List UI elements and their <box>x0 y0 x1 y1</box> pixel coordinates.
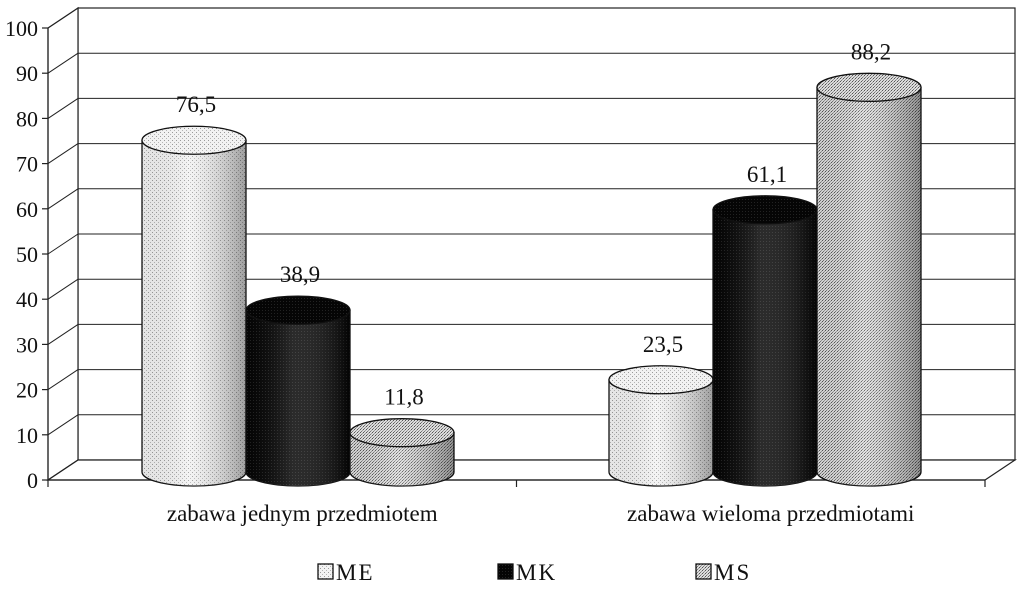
bar-me-1 <box>141 125 247 487</box>
gridline-side <box>47 369 79 391</box>
gridline-side <box>47 97 79 119</box>
y-tick-label: 0 <box>27 468 38 493</box>
legend: ME MK MS <box>317 560 751 585</box>
gridline-side <box>47 459 79 481</box>
y-tick-label: 80 <box>16 106 38 131</box>
y-tick-label: 10 <box>16 423 38 448</box>
y-tick-label: 60 <box>16 197 38 222</box>
legend-item-mk: MK <box>497 560 557 585</box>
legend-label: ME <box>336 560 375 585</box>
legend-swatch <box>497 563 514 580</box>
x-axis-categories: zabawa jednym przedmiotem zabawa wieloma … <box>167 501 915 526</box>
y-tick-label: 70 <box>16 152 38 177</box>
legend-label: MK <box>516 560 557 585</box>
bar-mk-1 <box>245 295 351 487</box>
y-tick-label: 50 <box>16 242 38 267</box>
gridline-side <box>47 323 79 345</box>
bar-top <box>608 365 714 395</box>
y-tick-label: 100 <box>5 16 38 41</box>
bar-shading <box>713 209 817 486</box>
gridline-side <box>47 52 79 74</box>
data-label: 38,9 <box>280 262 320 287</box>
bar-top <box>712 195 818 225</box>
bar-shading <box>246 310 350 486</box>
category-label: zabawa wieloma przedmiotami <box>627 501 914 526</box>
bar-shading <box>609 379 713 486</box>
data-label: 61,1 <box>747 162 787 187</box>
bar-me-2 <box>608 365 714 487</box>
gridline-side <box>47 278 79 300</box>
data-label: 76,5 <box>176 92 216 117</box>
legend-swatch <box>317 563 334 580</box>
y-tick-label: 90 <box>16 61 38 86</box>
data-label: 23,5 <box>643 332 683 357</box>
bars <box>141 72 922 487</box>
category-label: zabawa jednym przedmiotem <box>167 501 438 526</box>
data-label: 11,8 <box>384 385 423 410</box>
bar-ms-1 <box>349 418 455 487</box>
y-tick-label: 40 <box>16 287 38 312</box>
gridline-side <box>47 188 79 210</box>
legend-item-ms: MS <box>695 560 751 585</box>
bar-top <box>141 125 247 155</box>
legend-swatch <box>695 563 712 580</box>
data-labels: 76,5 38,9 11,8 23,5 61,1 88,2 <box>176 39 891 409</box>
gridline-side <box>47 233 79 255</box>
data-label: 88,2 <box>851 39 891 64</box>
y-tick-label: 20 <box>16 378 38 403</box>
bar-shading <box>817 87 921 486</box>
legend-label: MS <box>714 560 751 585</box>
y-axis-ticks: 0 10 20 30 40 50 60 70 80 90 100 <box>5 16 986 493</box>
bar-top <box>245 295 351 325</box>
bar-mk-2 <box>712 195 818 487</box>
bar-shading <box>350 432 454 486</box>
bar-ms-2 <box>816 72 922 487</box>
gridline-side <box>47 414 79 436</box>
y-tick-label: 30 <box>16 332 38 357</box>
legend-item-me: ME <box>317 560 375 585</box>
gridline-side <box>47 7 79 29</box>
bar-shading <box>142 140 246 486</box>
bar-top <box>816 72 922 102</box>
gridline-side <box>47 143 79 165</box>
bar-top <box>349 418 455 448</box>
